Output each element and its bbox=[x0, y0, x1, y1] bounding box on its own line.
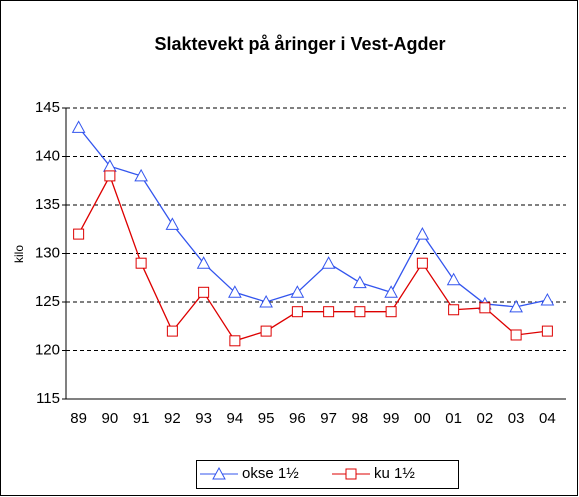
y-tick-label: 120 bbox=[35, 341, 60, 358]
point bbox=[291, 306, 303, 318]
chart-title: Slaktevekt på åringer i Vest-Agder bbox=[154, 34, 445, 54]
point bbox=[260, 325, 272, 337]
point bbox=[323, 306, 335, 318]
point bbox=[354, 306, 366, 318]
y-axis-label: kilo bbox=[12, 245, 26, 263]
point bbox=[104, 170, 116, 182]
point bbox=[166, 325, 178, 337]
point bbox=[321, 256, 336, 269]
point bbox=[353, 275, 367, 289]
point bbox=[345, 468, 357, 480]
point bbox=[135, 257, 147, 269]
point bbox=[416, 257, 428, 269]
point bbox=[229, 335, 241, 347]
point bbox=[541, 325, 553, 337]
x-tick-label: 99 bbox=[383, 410, 400, 427]
point bbox=[290, 285, 305, 298]
x-tick-label: 00 bbox=[414, 410, 431, 427]
point bbox=[73, 228, 85, 240]
point bbox=[71, 120, 86, 133]
point bbox=[228, 285, 242, 298]
x-tick-label: 96 bbox=[289, 410, 306, 427]
x-tick-label: 90 bbox=[102, 410, 119, 427]
point bbox=[415, 227, 430, 240]
x-tick-label: 97 bbox=[320, 410, 337, 427]
x-tick-label: 03 bbox=[508, 410, 525, 427]
y-tick-label: 145 bbox=[35, 99, 60, 116]
x-tick-label: 01 bbox=[445, 410, 462, 427]
point bbox=[198, 286, 210, 298]
y-tick-label: 135 bbox=[35, 196, 60, 213]
point bbox=[385, 306, 397, 318]
point bbox=[510, 329, 522, 341]
point bbox=[448, 304, 460, 316]
legend-label: ku 1½ bbox=[374, 465, 415, 482]
x-tick-label: 94 bbox=[227, 410, 244, 427]
x-tick-label: 89 bbox=[70, 410, 87, 427]
x-tick-label: 04 bbox=[539, 410, 556, 427]
series-line bbox=[78, 174, 548, 342]
point bbox=[446, 272, 461, 286]
point bbox=[196, 256, 211, 269]
x-tick-label: 91 bbox=[133, 410, 150, 427]
x-tick-label: 98 bbox=[352, 410, 369, 427]
point bbox=[134, 168, 148, 182]
y-tick-label: 125 bbox=[35, 293, 60, 310]
x-tick-label: 92 bbox=[164, 410, 181, 427]
y-tick-label: 115 bbox=[36, 390, 60, 407]
point bbox=[212, 466, 226, 480]
x-tick-label: 93 bbox=[195, 410, 212, 427]
point bbox=[509, 299, 523, 313]
point bbox=[540, 293, 555, 306]
point bbox=[479, 302, 491, 314]
y-tick-label: 130 bbox=[35, 244, 60, 261]
series-line bbox=[78, 126, 548, 308]
y-tick-label: 140 bbox=[35, 147, 60, 164]
point bbox=[384, 285, 398, 298]
point bbox=[165, 217, 180, 230]
x-tick-label: 02 bbox=[477, 410, 494, 427]
point bbox=[259, 294, 273, 308]
x-tick-label: 95 bbox=[258, 410, 275, 427]
legend bbox=[196, 460, 459, 489]
legend-label: okse 1½ bbox=[242, 465, 299, 482]
